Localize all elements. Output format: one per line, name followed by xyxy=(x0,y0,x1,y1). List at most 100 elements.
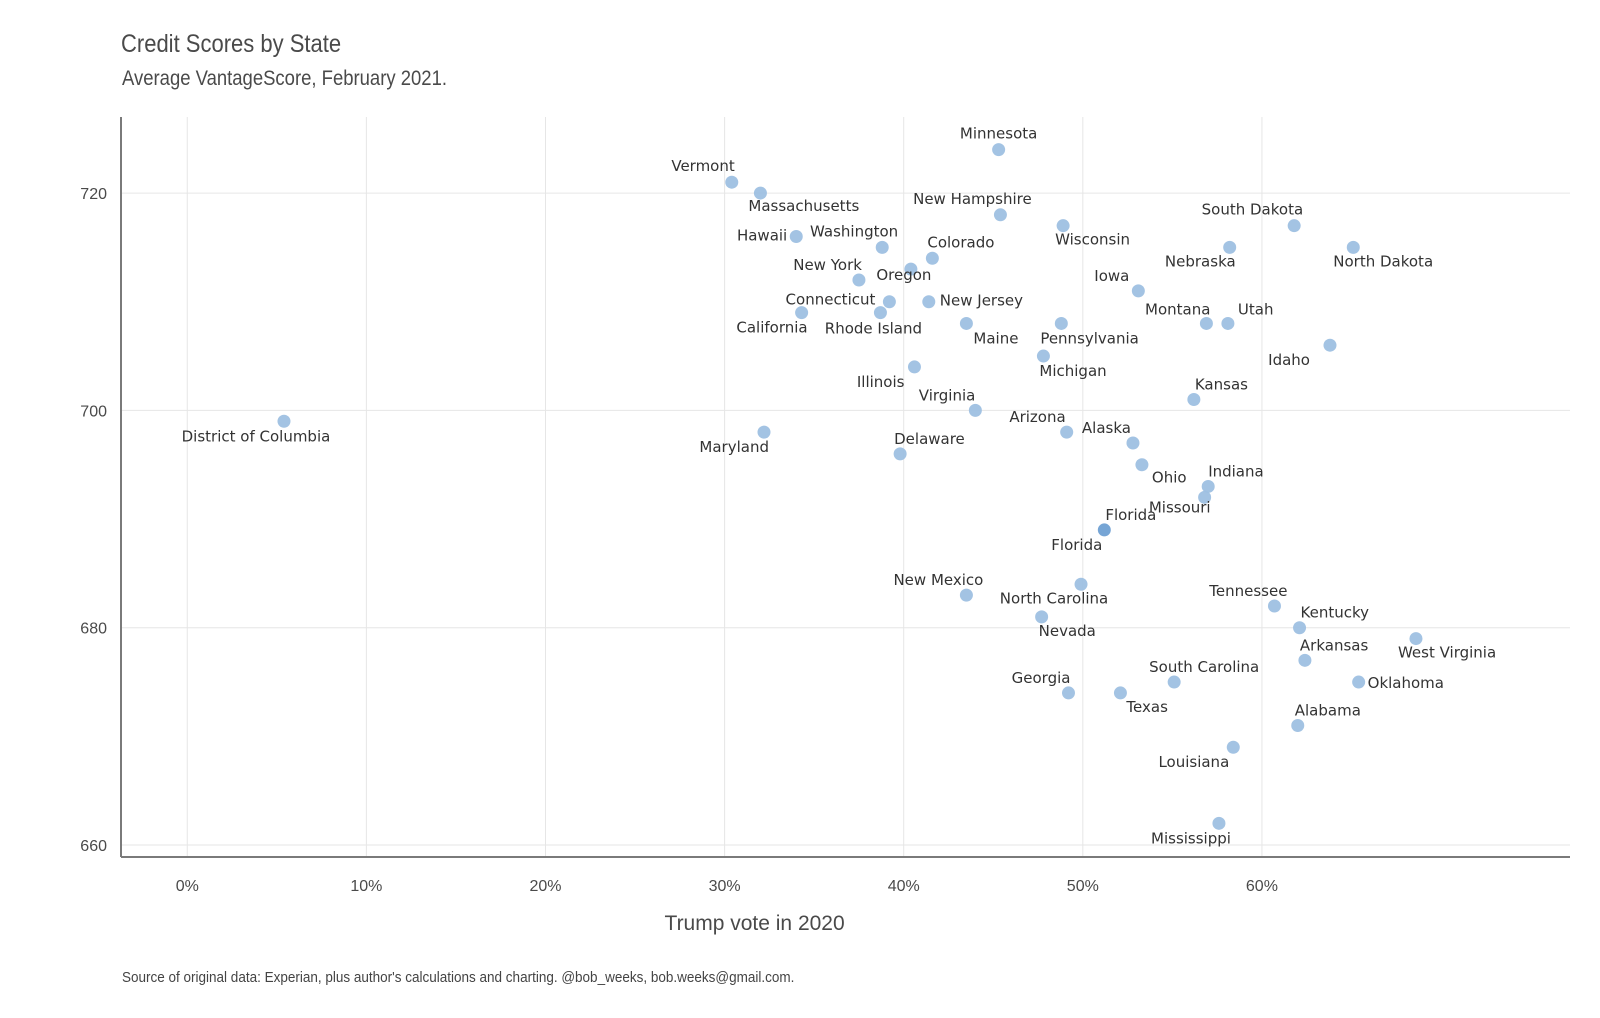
data-point xyxy=(1126,436,1140,450)
point-label: Florida xyxy=(1051,536,1102,554)
point-label: Alaska xyxy=(1082,419,1131,437)
x-tick-label: 10% xyxy=(350,878,382,895)
data-point xyxy=(959,316,973,330)
data-point xyxy=(1221,316,1235,330)
point-label: Iowa xyxy=(1094,267,1129,285)
data-point xyxy=(753,186,767,200)
point-label: New York xyxy=(793,256,862,274)
point-label: Utah xyxy=(1238,300,1274,318)
point-label: Florida xyxy=(1105,506,1156,524)
data-point xyxy=(875,240,889,254)
point-label: Missouri xyxy=(1149,498,1211,516)
data-point xyxy=(904,262,918,276)
data-point xyxy=(922,295,936,309)
point-label: Pennsylvania xyxy=(1040,329,1139,347)
point-label: New Hampshire xyxy=(913,190,1032,208)
x-tick-label: 20% xyxy=(529,878,561,895)
point-label: Montana xyxy=(1145,300,1210,318)
point-label: Mississippi xyxy=(1151,829,1231,847)
point-label: South Carolina xyxy=(1149,658,1259,676)
point-labels: Minnesota Vermont Massachusetts New Hampshi… xyxy=(182,125,1497,848)
data-point xyxy=(1226,740,1240,754)
data-point xyxy=(1323,338,1337,352)
point-label: Maryland xyxy=(699,438,769,456)
point-label: Illinois xyxy=(857,373,905,391)
data-point xyxy=(1291,719,1305,733)
data-point xyxy=(1097,523,1111,537)
data-point xyxy=(1199,316,1213,330)
point-label: Minnesota xyxy=(960,125,1037,143)
point-label: New Jersey xyxy=(940,292,1023,310)
point-label: Delaware xyxy=(894,430,965,448)
point-label: Washington xyxy=(810,222,898,240)
data-point xyxy=(1409,632,1423,646)
x-tick-label: 50% xyxy=(1067,878,1099,895)
point-label: South Dakota xyxy=(1202,201,1304,219)
point-label: Nevada xyxy=(1039,622,1096,640)
y-tick-label: 700 xyxy=(80,403,107,420)
data-point xyxy=(1293,621,1307,635)
data-point xyxy=(968,403,982,417)
data-point xyxy=(789,230,803,244)
point-label: Kansas xyxy=(1195,376,1248,394)
data-point xyxy=(1298,653,1312,667)
data-point xyxy=(1346,240,1360,254)
data-point xyxy=(907,360,921,374)
point-label: Virginia xyxy=(919,386,976,404)
data-point xyxy=(993,208,1007,222)
point-label: Connecticut xyxy=(786,291,876,309)
data-point xyxy=(1167,675,1181,689)
point-label: Vermont xyxy=(671,157,735,175)
point-label: Idaho xyxy=(1268,351,1310,369)
point-label: West Virginia xyxy=(1398,644,1496,662)
point-label: Colorado xyxy=(927,233,994,251)
point-label: Kentucky xyxy=(1301,604,1370,622)
point-label: Nebraska xyxy=(1165,252,1236,270)
point-label: Maine xyxy=(973,329,1018,347)
data-point xyxy=(1074,577,1088,591)
data-point xyxy=(795,306,809,320)
y-tick-label: 720 xyxy=(80,186,107,203)
x-tick-label: 30% xyxy=(709,878,741,895)
data-point xyxy=(1060,425,1074,439)
data-point xyxy=(1198,490,1212,504)
data-point xyxy=(893,447,907,461)
y-tick-label: 680 xyxy=(80,621,107,638)
point-label: Arizona xyxy=(1009,408,1065,426)
axes xyxy=(120,117,1570,858)
grid-lines xyxy=(121,117,1570,857)
data-point xyxy=(1352,675,1366,689)
x-tick-label: 0% xyxy=(176,878,199,895)
data-point xyxy=(1187,393,1201,407)
point-label: Wisconsin xyxy=(1055,231,1130,249)
x-tick-label: 40% xyxy=(888,878,920,895)
data-point xyxy=(1113,686,1127,700)
data-point xyxy=(1131,284,1145,298)
point-label: North Carolina xyxy=(1000,589,1108,607)
data-point xyxy=(1201,479,1215,493)
x-axis-title: Trump vote in 2020 xyxy=(665,912,845,935)
point-label: Georgia xyxy=(1012,669,1071,687)
point-label: Indiana xyxy=(1208,462,1264,480)
chart-subtitle: Average VantageScore, February 2021. xyxy=(122,67,447,90)
data-point xyxy=(873,306,887,320)
point-label: Texas xyxy=(1125,698,1168,716)
data-point xyxy=(852,273,866,287)
point-label: New Mexico xyxy=(893,571,983,589)
data-point xyxy=(882,295,896,309)
point-label: Rhode Island xyxy=(825,320,922,338)
source-caption: Source of original data: Experian, plus … xyxy=(122,969,795,986)
point-label: Oregon xyxy=(876,266,931,284)
data-point xyxy=(757,425,771,439)
point-label: Alabama xyxy=(1295,702,1361,720)
point-label: Oklahoma xyxy=(1368,674,1444,692)
point-label: Ohio xyxy=(1152,469,1187,487)
point-label: Louisiana xyxy=(1158,753,1229,771)
chart-title: Credit Scores by State xyxy=(121,30,342,58)
data-point xyxy=(1061,686,1075,700)
data-point xyxy=(959,588,973,602)
data-point xyxy=(992,143,1006,157)
data-point xyxy=(1035,610,1049,624)
data-point xyxy=(1212,816,1226,830)
